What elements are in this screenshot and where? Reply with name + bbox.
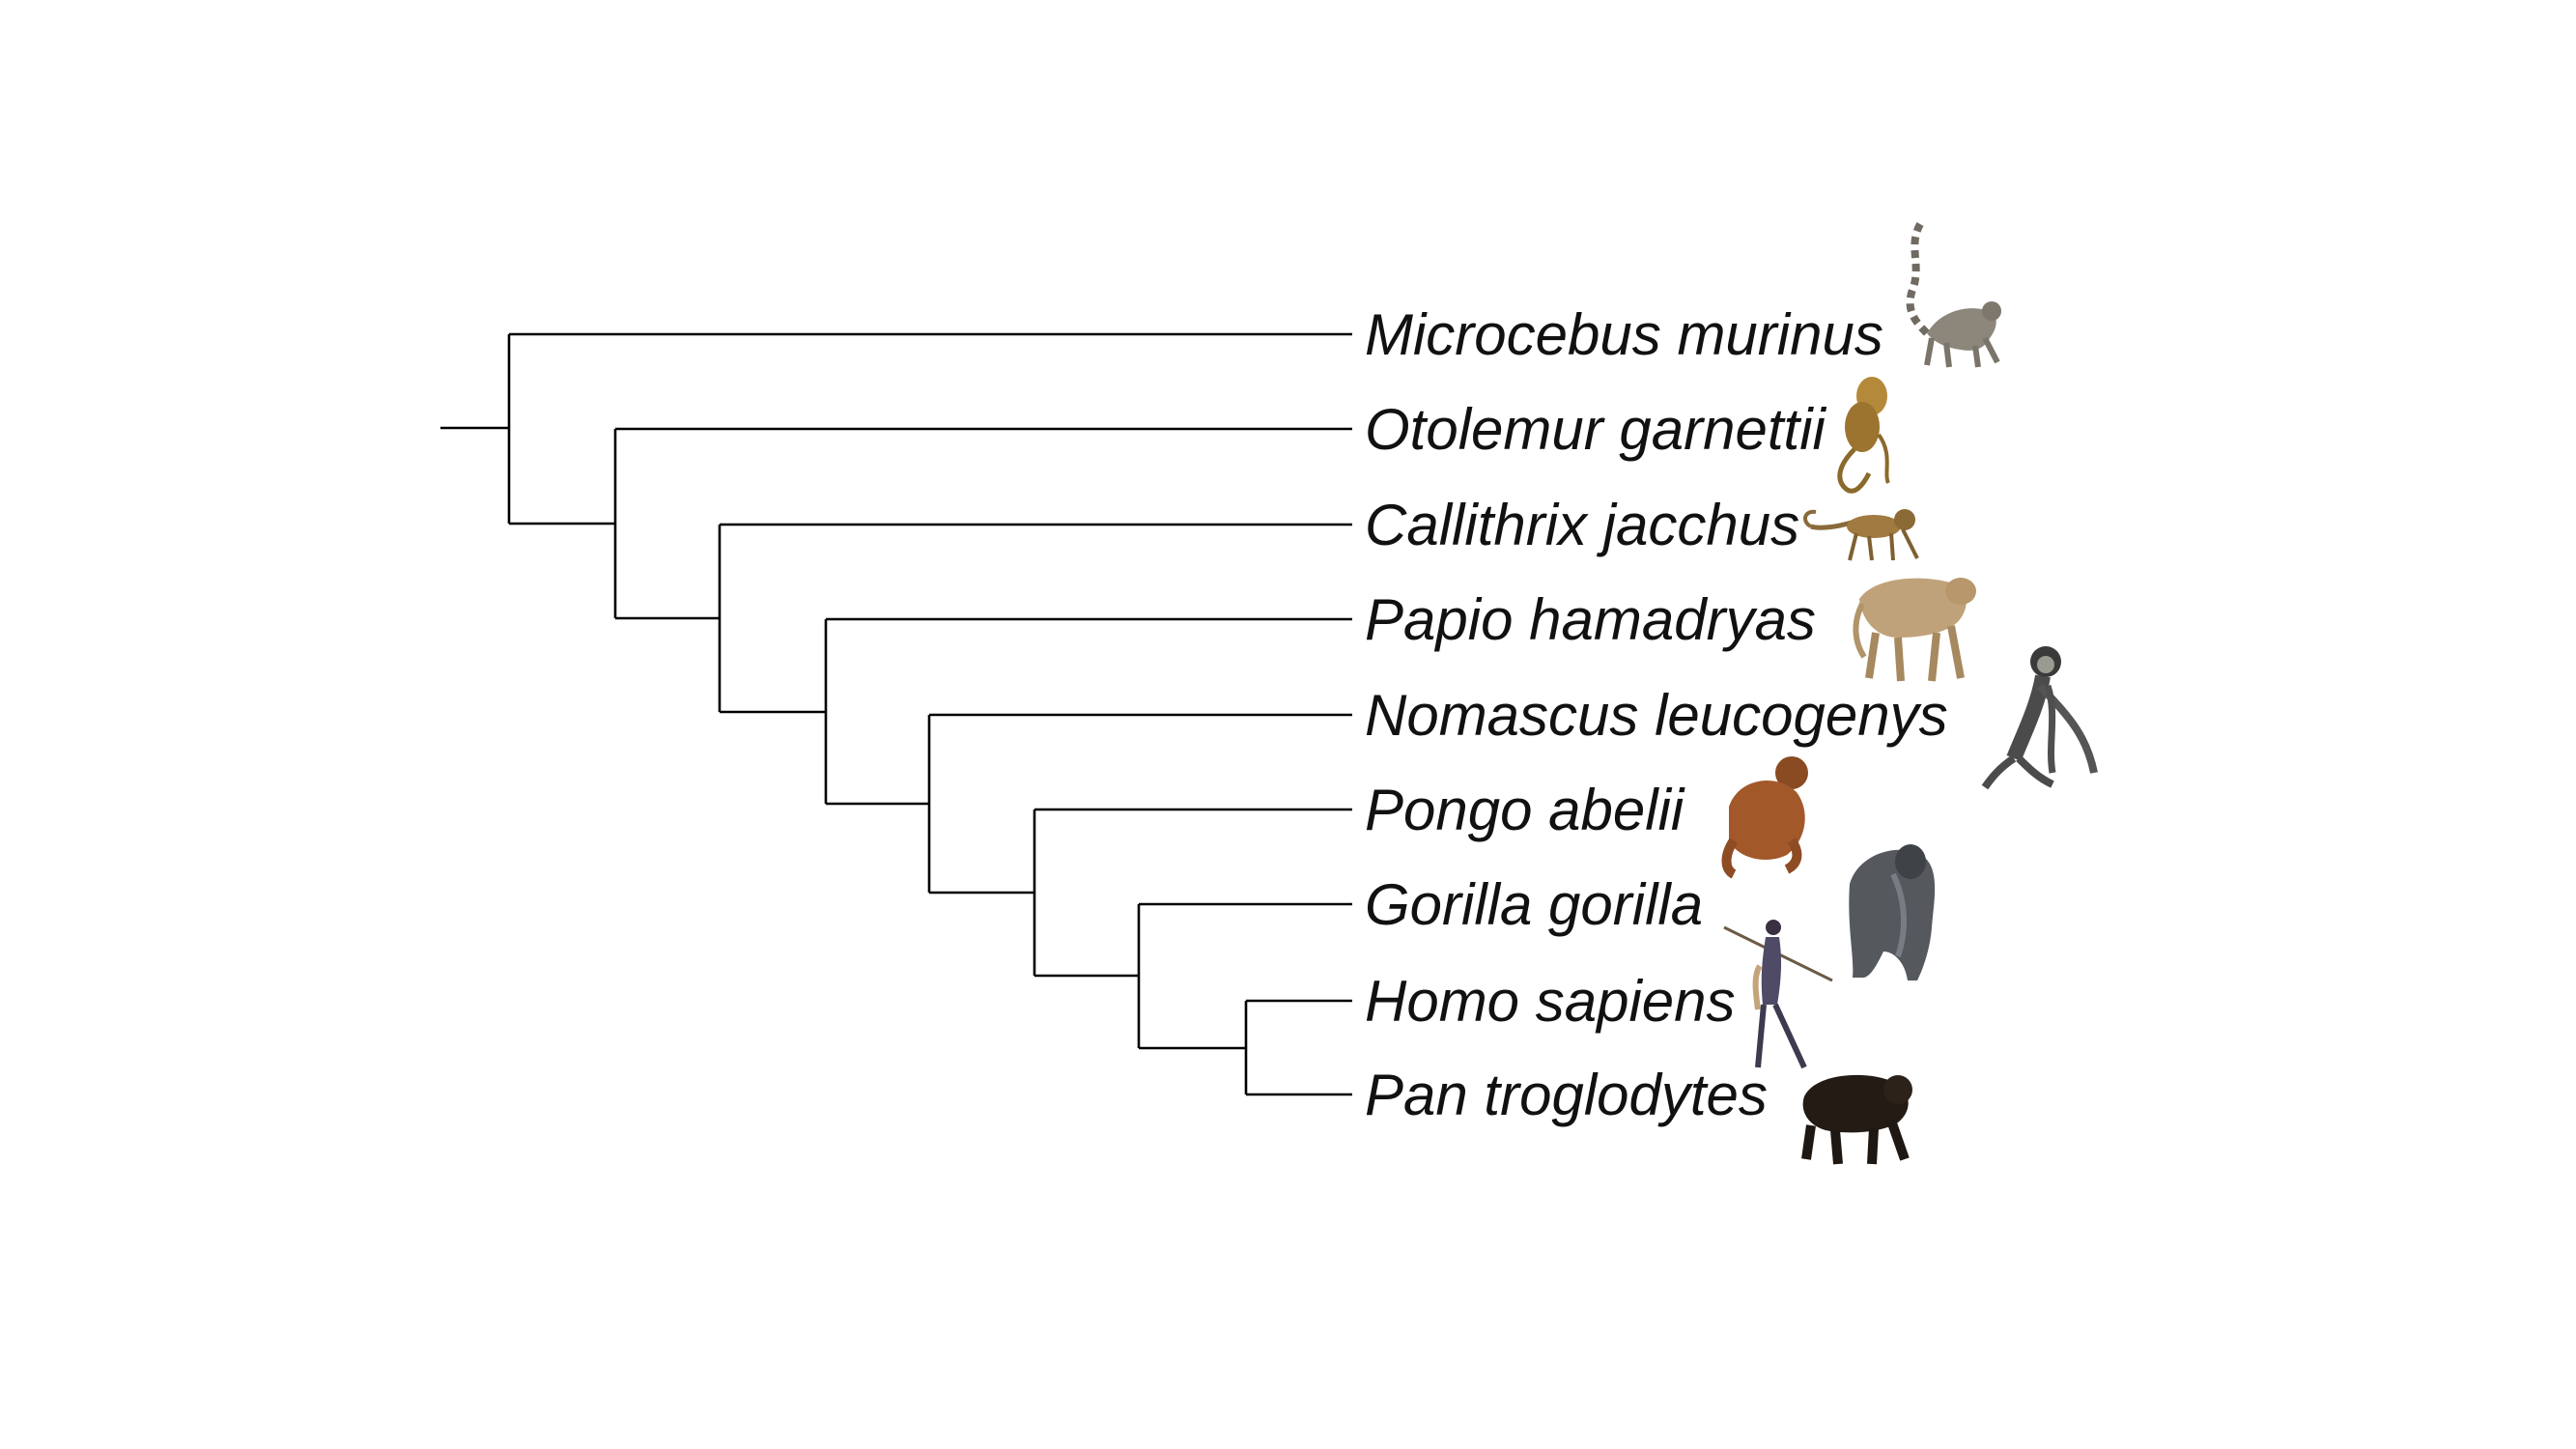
tip-label-homo-sapiens: Homo sapiens bbox=[1365, 969, 1736, 1034]
chimpanzee-icon bbox=[1801, 1074, 1912, 1165]
tip-label-pan-troglodytes: Pan troglodytes bbox=[1365, 1063, 1768, 1127]
gorilla-icon bbox=[1849, 844, 1936, 980]
tip-label-microcebus-murinus: Microcebus murinus bbox=[1365, 302, 1883, 367]
marmoset-icon bbox=[1803, 509, 1919, 561]
tip-label-papio-hamadryas: Papio hamadryas bbox=[1365, 587, 1816, 652]
galago-icon bbox=[1837, 377, 1890, 494]
tip-label-callithrix-jacchus: Callithrix jacchus bbox=[1365, 493, 1799, 557]
tip-label-pongo-abelii: Pongo abelii bbox=[1365, 778, 1685, 842]
baboon-icon bbox=[1853, 578, 1976, 682]
tree-branches bbox=[440, 332, 1352, 1096]
species-illustrations bbox=[1721, 222, 2098, 1165]
ring-tailed-lemur-icon bbox=[1906, 222, 2001, 368]
human-with-spear-icon bbox=[1723, 920, 1833, 1069]
tip-label-gorilla-gorilla: Gorilla gorilla bbox=[1365, 872, 1703, 937]
tip-labels: Microcebus murinus Otolemur garnettii Ca… bbox=[1365, 302, 1948, 1127]
gibbon-icon bbox=[1981, 646, 2098, 790]
tip-label-nomascus-leucogenys: Nomascus leucogenys bbox=[1365, 683, 1948, 748]
tip-label-otolemur-garnettii: Otolemur garnettii bbox=[1365, 397, 1827, 462]
orangutan-icon bbox=[1721, 756, 1808, 879]
